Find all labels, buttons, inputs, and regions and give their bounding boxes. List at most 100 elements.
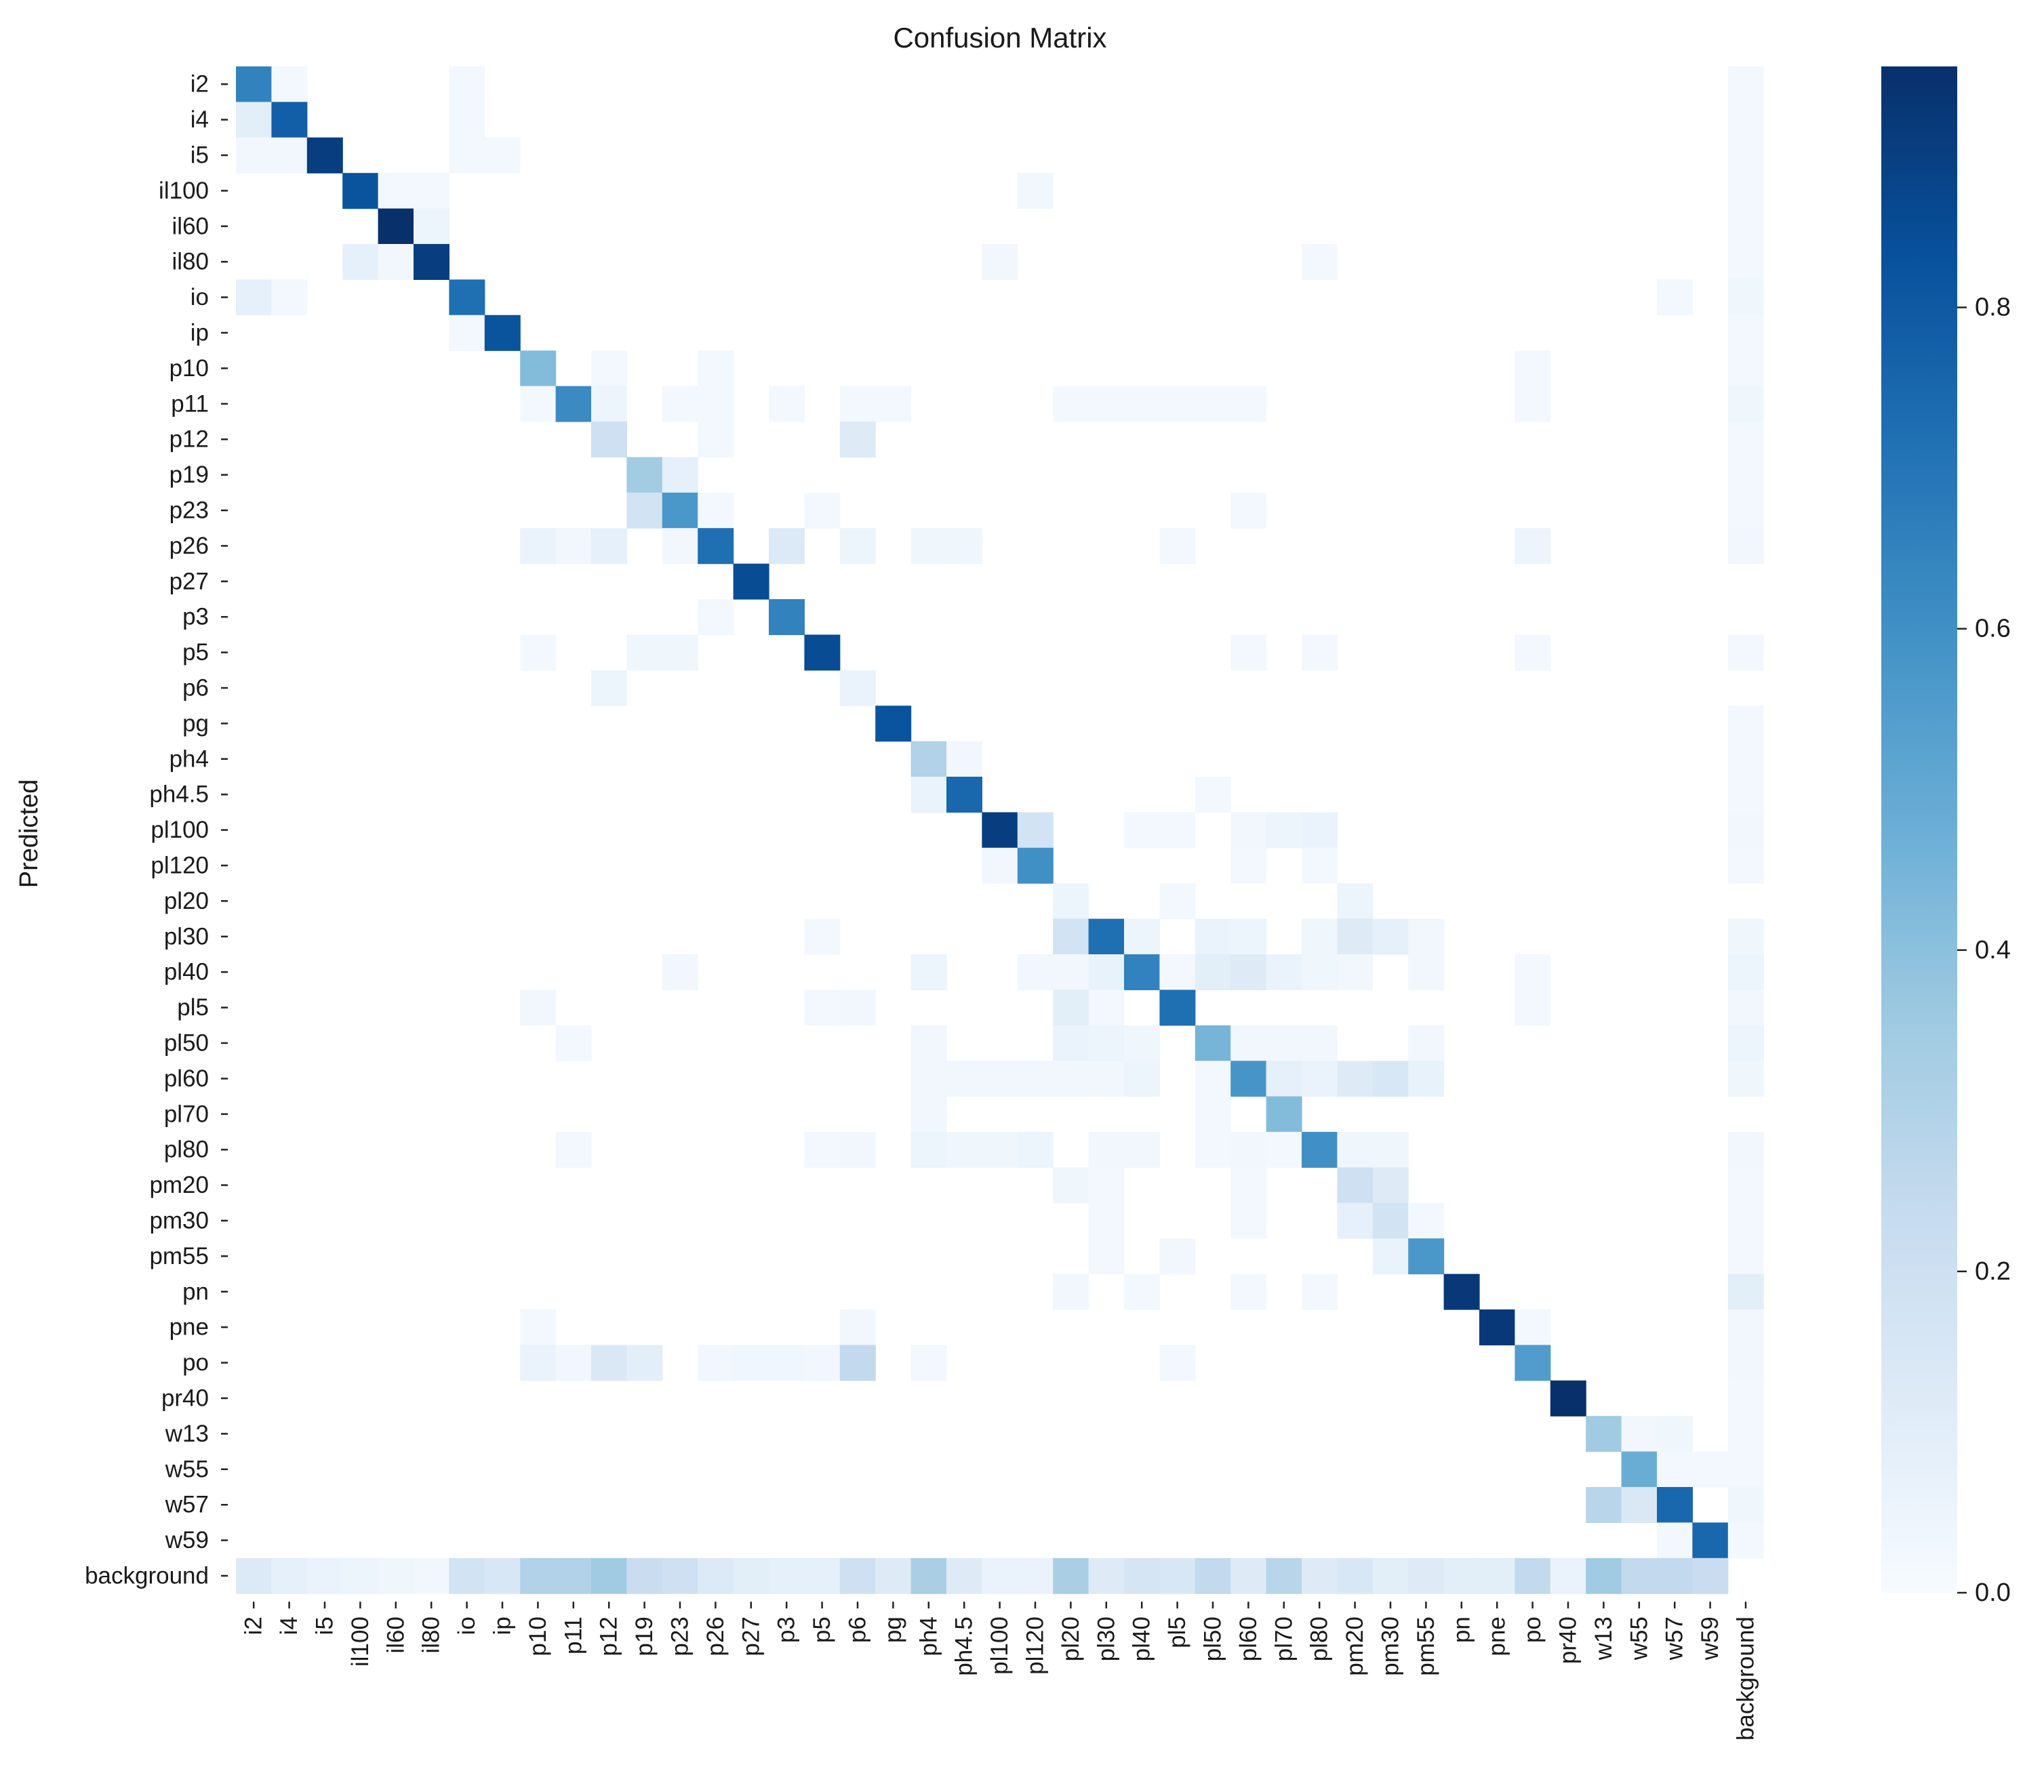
heatmap-cell <box>1159 954 1196 990</box>
heatmap-cell <box>1053 1274 1089 1310</box>
x-tick-label: pl30 <box>1093 1616 1119 1661</box>
heatmap-cell <box>1230 1274 1267 1310</box>
heatmap-cell <box>839 386 876 422</box>
heatmap-cell <box>1727 954 1764 990</box>
heatmap-cell <box>1727 1274 1764 1310</box>
x-tick-label: pl70 <box>1270 1616 1297 1661</box>
heatmap-cell <box>1727 492 1764 529</box>
heatmap-cell <box>1621 1451 1658 1488</box>
heatmap-cell <box>1088 1167 1125 1204</box>
heatmap-cell <box>1230 847 1267 884</box>
heatmap-cell <box>769 386 805 422</box>
x-tick-label: p6 <box>845 1616 871 1643</box>
x-tick-label: pl20 <box>1058 1616 1084 1661</box>
y-tick-label: pl60 <box>164 1065 209 1092</box>
heatmap-cell <box>1727 1487 1764 1523</box>
heatmap-cell <box>1195 386 1231 422</box>
heatmap-cell <box>804 634 841 671</box>
heatmap-cell <box>769 599 805 635</box>
heatmap-cell <box>1550 1380 1586 1417</box>
heatmap-cell <box>698 599 734 635</box>
heatmap-cell <box>1727 173 1764 209</box>
heatmap-cell <box>1515 1309 1551 1345</box>
heatmap-cell <box>449 102 485 138</box>
x-tick-label: i4 <box>276 1616 302 1635</box>
heatmap-cell <box>946 1132 982 1168</box>
heatmap-cell <box>591 1557 627 1594</box>
heatmap-cell <box>662 634 698 671</box>
heatmap-cell <box>1727 279 1764 316</box>
heatmap-cell <box>769 528 805 565</box>
heatmap-cell <box>271 102 308 138</box>
heatmap-cell <box>1124 1025 1160 1061</box>
y-tick-label: i4 <box>191 106 209 133</box>
heatmap-cell <box>839 422 876 457</box>
heatmap-cell <box>733 1557 769 1594</box>
x-tick-label: i5 <box>312 1616 338 1635</box>
heatmap-cell <box>1266 1061 1302 1097</box>
heatmap-cell <box>626 1557 663 1594</box>
heatmap-cell <box>698 350 734 387</box>
y-axis-ticks: i2 i4 i5 il100 il60 il80 io ip p10 p11 p12 p19 p23 p2… <box>85 71 228 1589</box>
heatmap-cell <box>1053 386 1089 422</box>
heatmap-cell <box>1372 1061 1409 1097</box>
heatmap-cell <box>1053 1061 1089 1097</box>
heatmap-cell <box>1302 634 1338 671</box>
heatmap-cell <box>1230 918 1267 955</box>
heatmap-cell <box>1727 1202 1764 1239</box>
heatmap-cell <box>1266 812 1302 849</box>
x-tick-label: background <box>1733 1616 1759 1740</box>
x-tick-label: il100 <box>347 1616 374 1667</box>
heatmap-cell <box>1053 883 1089 920</box>
heatmap-cell <box>1727 634 1764 671</box>
heatmap-cell <box>484 1557 521 1594</box>
heatmap-cell <box>910 528 947 565</box>
heatmap-cell <box>271 1557 308 1594</box>
y-tick-label: pl80 <box>164 1137 209 1163</box>
heatmap-cell <box>1621 1416 1658 1452</box>
heatmap-cell <box>1195 1132 1231 1168</box>
heatmap-cell <box>839 1132 876 1168</box>
heatmap-cell <box>910 1557 947 1594</box>
heatmap-cell <box>910 777 947 813</box>
heatmap-cell <box>1195 1557 1231 1594</box>
y-tick-label: pl30 <box>164 923 209 950</box>
heatmap-cell <box>555 1557 592 1594</box>
heatmap-cell <box>378 173 414 209</box>
heatmap-cell <box>555 1345 592 1381</box>
y-tick-label: p11 <box>171 390 209 417</box>
heatmap-cell <box>520 1345 557 1381</box>
heatmap-cell <box>236 1557 272 1594</box>
heatmap-cell <box>520 528 557 565</box>
heatmap-cell <box>769 1557 805 1594</box>
heatmap-cell <box>839 670 876 706</box>
x-tick-label: pm20 <box>1342 1616 1368 1676</box>
heatmap-cell <box>1159 812 1196 849</box>
heatmap-cell <box>1195 918 1231 955</box>
y-tick-label: pl70 <box>164 1101 209 1127</box>
heatmap-cell <box>1088 386 1125 422</box>
heatmap-cell <box>698 492 734 529</box>
heatmap-cell <box>1195 1096 1231 1133</box>
heatmap-cell <box>804 1132 841 1168</box>
heatmap-cell <box>626 492 663 529</box>
heatmap-cell <box>946 741 982 777</box>
heatmap-cell <box>236 102 272 138</box>
heatmap-cell <box>449 1557 485 1594</box>
heatmap-cell <box>1088 1025 1125 1061</box>
x-tick-label: w57 <box>1662 1616 1688 1661</box>
heatmap-cell <box>1372 1167 1409 1204</box>
heatmap-cell <box>484 314 521 351</box>
heatmap-cell <box>839 528 876 565</box>
heatmap-cell <box>1088 1061 1125 1097</box>
heatmap-cell <box>1657 1557 1693 1594</box>
y-tick-label: background <box>85 1563 209 1589</box>
heatmap-cell <box>1727 918 1764 955</box>
heatmap-cell <box>1302 954 1338 990</box>
heatmap-cell <box>1017 1061 1054 1097</box>
chart-title: Confusion Matrix <box>893 22 1106 54</box>
x-tick-label: ph4 <box>915 1616 942 1656</box>
heatmap-cell <box>1657 1522 1693 1559</box>
y-tick-label: p23 <box>169 497 209 524</box>
y-tick-label: p6 <box>182 675 209 701</box>
